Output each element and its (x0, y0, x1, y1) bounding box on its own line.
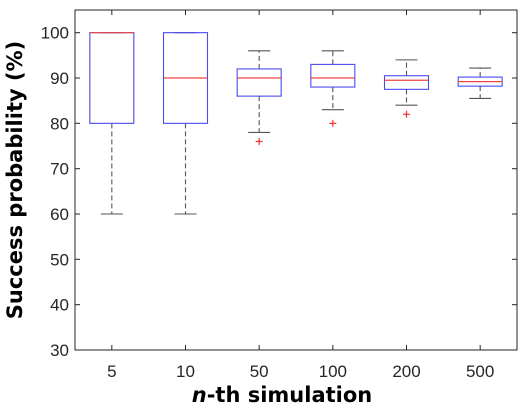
outlier-marker (403, 110, 410, 118)
x-tick-label: 500 (466, 362, 494, 381)
x-tick-label: 5 (107, 362, 116, 381)
y-tick-label: 40 (50, 296, 69, 315)
y-tick-label: 80 (50, 114, 69, 133)
iqr-box (236, 68, 282, 97)
outlier-marker (255, 137, 263, 145)
y-tick-label: 100 (41, 24, 69, 43)
box-group (236, 50, 282, 145)
box-group (89, 32, 135, 215)
y-axis-title: Success probability (%) (3, 41, 27, 319)
y-tick-label: 70 (50, 160, 69, 179)
box-series (89, 32, 503, 215)
y-tick-label: 90 (50, 69, 69, 88)
box-group (457, 67, 503, 99)
plot-area (74, 9, 518, 351)
y-tick-label: 50 (50, 250, 69, 269)
x-tick-label: 50 (250, 362, 269, 381)
x-tick-label: 100 (319, 362, 347, 381)
y-axis: 30 40 50 60 70 80 90 100 (41, 24, 517, 360)
iqr-box (310, 63, 356, 88)
y-tick-label: 30 (50, 341, 69, 360)
box-group (162, 32, 209, 215)
y-tick-label: 60 (50, 205, 69, 224)
outlier-marker (329, 119, 337, 127)
x-axis-title-italic: n (192, 383, 207, 407)
box-group (383, 59, 430, 118)
x-tick-label: 200 (392, 362, 420, 381)
x-axis-title-rest: -th simulation (207, 383, 373, 407)
iqr-box (383, 75, 430, 90)
box-group (310, 50, 356, 127)
x-axis: 5 10 50 100 200 500 (107, 10, 494, 381)
x-axis-title: n-th simulation (192, 383, 372, 407)
x-tick-label: 10 (176, 362, 195, 381)
